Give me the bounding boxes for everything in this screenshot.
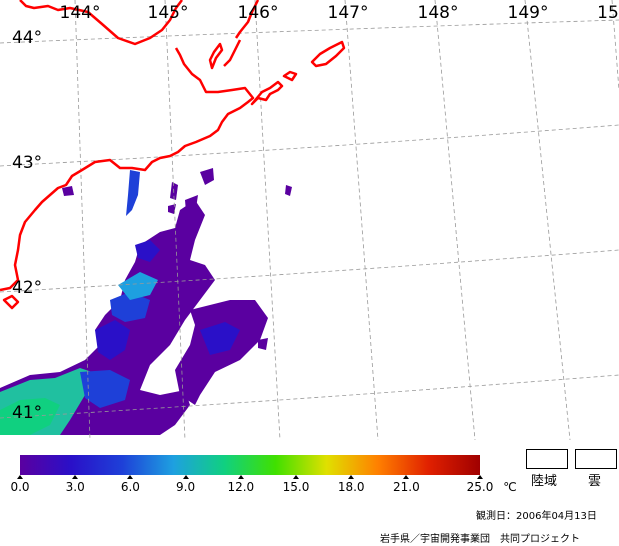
- lon-label-148: 148°: [417, 3, 459, 23]
- land-key-box: [526, 449, 568, 469]
- color-bar-tick-label: 3.0: [65, 480, 85, 494]
- lat-label-41: 41°: [12, 403, 43, 423]
- lat-line-44: [0, 19, 619, 44]
- color-bar-unit: ℃: [503, 480, 517, 494]
- lon-line-147: [344, 0, 379, 440]
- color-bar-tick-mark: [348, 475, 355, 479]
- color-bar-tick-label: 18.0: [337, 480, 365, 494]
- color-bar-tick-mark: [72, 475, 79, 479]
- color-bar-tick-mark: [182, 475, 189, 479]
- color-bar-tick-mark: [293, 475, 299, 479]
- graticule: [0, 0, 619, 440]
- color-bar-tick-label: 15.0: [282, 480, 310, 494]
- color-bar-tick-mark: [403, 475, 410, 479]
- lat-line-42: [0, 249, 619, 293]
- color-bar-tick-mark: [237, 475, 244, 479]
- lon-line-150: [611, 0, 619, 91]
- observation-date: 観測日：2006年04月13日: [476, 511, 597, 522]
- land-key-label: 陸域: [531, 474, 558, 489]
- color-bar-tick-label: 21.0: [393, 480, 420, 494]
- lon-line-144: [74, 0, 91, 440]
- temperature-color-bar: [20, 455, 480, 475]
- lat-label-42: 42°: [12, 278, 43, 298]
- cloud-key-box: [575, 449, 617, 469]
- sea-surface-temperature-field: [0, 168, 292, 435]
- lat-label-44: 44°: [12, 28, 43, 48]
- cloud-key-label: 雲: [588, 474, 602, 489]
- lon-line-149: [524, 0, 571, 440]
- color-bar-tick-label: 6.0: [120, 480, 140, 494]
- lon-label-145: 145°: [147, 3, 189, 23]
- lat-line-43: [0, 124, 619, 167]
- lat-line-41: [0, 374, 619, 419]
- lon-label-144: 144°: [59, 3, 101, 23]
- color-bar-tick-label: 0.0: [10, 480, 30, 494]
- color-bar-tick-label: 9.0: [176, 480, 196, 494]
- lon-label-149: 149°: [507, 3, 549, 23]
- lon-label-147: 147°: [327, 3, 369, 23]
- lon-label-150: 15: [597, 3, 619, 23]
- sst-map: [0, 0, 619, 440]
- color-bar-tick-label: 25.0: [466, 480, 494, 494]
- color-bar-tick-label: 12.0: [227, 480, 255, 494]
- color-bar-tick-mark: [127, 475, 134, 479]
- lat-label-43: 43°: [12, 153, 43, 173]
- lon-line-145: [164, 0, 186, 440]
- lon-line-148: [434, 0, 476, 440]
- credit: 岩手県／宇宙開発事業団 共同プロジェクト: [380, 534, 580, 545]
- color-bar-tick-mark: [477, 475, 483, 479]
- coastline: [0, 0, 346, 310]
- color-bar-tick-mark: [17, 475, 23, 479]
- lon-line-146: [254, 0, 281, 440]
- lon-label-146: 146°: [237, 3, 279, 23]
